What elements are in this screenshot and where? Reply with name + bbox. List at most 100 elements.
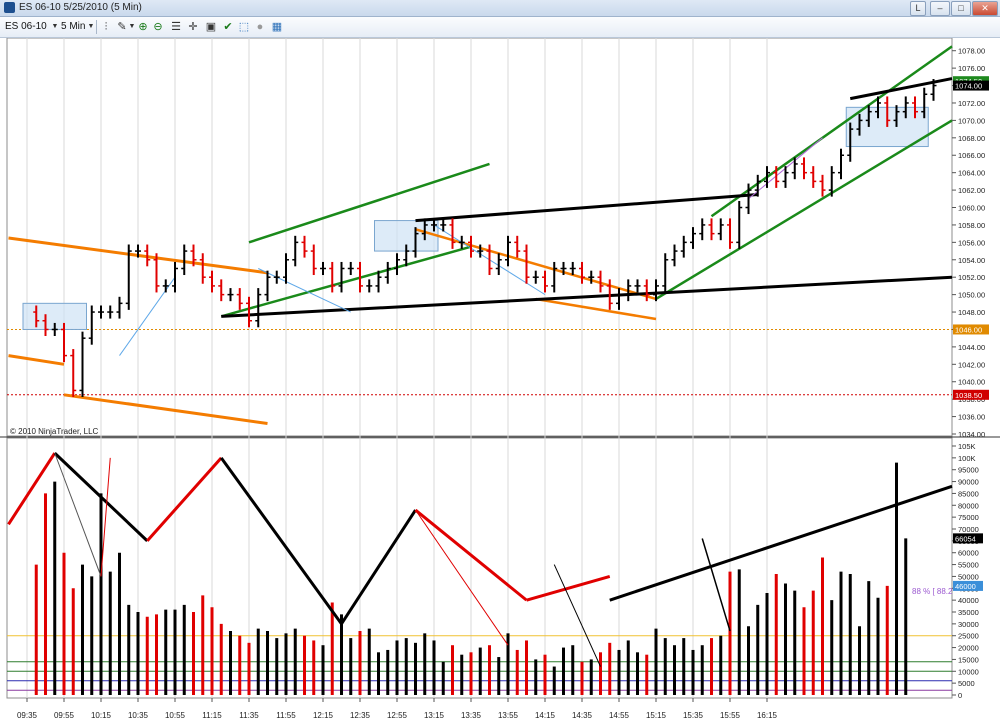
- price-badge-label: 1046.00: [955, 325, 982, 334]
- black-support-line: [221, 275, 953, 318]
- maximize-button[interactable]: □: [951, 1, 971, 16]
- price-axis-label: 1072.00: [958, 99, 985, 108]
- volume-zigzag-line: [414, 508, 528, 602]
- volume-zigzag-line: [100, 457, 111, 577]
- volume-axis-label: 25000: [958, 632, 979, 641]
- interval-selector[interactable]: 5 Min: [61, 21, 86, 32]
- volume-zigzag-line: [609, 484, 953, 602]
- time-axis-label: 13:15: [424, 711, 445, 720]
- volume-axis-label: 105K: [958, 442, 976, 451]
- time-axis-label: 14:35: [572, 711, 593, 720]
- volume-axis-label: 40000: [958, 596, 979, 605]
- time-axis-label: 12:55: [387, 711, 408, 720]
- volume-zigzag-lines[interactable]: [7, 452, 953, 667]
- chart-toolbar: ES 06-10 ▼ 5 Min ▼ ⫶ ✎ ▼ ⊕ ⊖ ☰ ✛ ▣ ✔ ⬚ ●…: [0, 17, 1000, 38]
- volume-zigzag-line: [146, 456, 223, 542]
- time-axis-label: 11:35: [239, 711, 259, 720]
- price-badge: [953, 389, 989, 400]
- window-title: ES 06-10 5/25/2010 (5 Min): [19, 2, 142, 13]
- price-axis-label: 1060.00: [958, 204, 985, 213]
- toolbar-separator: [96, 20, 97, 34]
- volume-zigzag-line: [701, 538, 731, 632]
- volume-zigzag-line: [553, 564, 601, 667]
- price-axis-label: 1058.00: [958, 221, 985, 230]
- price-axis-label: 1044.00: [958, 343, 985, 352]
- time-axis-label: 13:35: [461, 711, 482, 720]
- time-axis-label: 16:15: [757, 711, 778, 720]
- orange-downtrend-line: [415, 228, 657, 301]
- strategy-icon[interactable]: ✔: [223, 21, 233, 33]
- price-axis-label: 1050.00: [958, 291, 985, 300]
- price-axis-label: 1068.00: [958, 134, 985, 143]
- price-badge: [953, 80, 989, 91]
- chevron-down-icon[interactable]: ▼: [51, 23, 59, 30]
- zoom-out-icon[interactable]: ⊖: [153, 21, 163, 33]
- volume-axis-label: 15000: [958, 655, 979, 664]
- close-button[interactable]: ✕: [972, 1, 998, 16]
- copyright-text: © 2010 NinjaTrader, LLC: [10, 427, 99, 436]
- link-button[interactable]: L: [910, 1, 926, 16]
- volume-zigzag-line: [54, 452, 102, 577]
- green-channel-line: [248, 162, 490, 244]
- bar-style-icon[interactable]: ⫶: [104, 21, 108, 33]
- time-axis-label: 15:55: [720, 711, 741, 720]
- time-axis-label: 10:15: [91, 711, 112, 720]
- price-badge-label: 1038.50: [955, 391, 982, 400]
- time-axis-label: 15:35: [683, 711, 704, 720]
- grid-icon[interactable]: ▦: [271, 21, 283, 33]
- time-axis-label: 14:55: [609, 711, 630, 720]
- time-axis-label: 10:35: [128, 711, 149, 720]
- chart-canvas[interactable]: 09:35 09:55 10:15 10:35 10:55 11:15 11:35 11:55…: [0, 38, 1000, 728]
- time-axis-label: 11:15: [202, 711, 222, 720]
- time-axis-label: 12:15: [313, 711, 334, 720]
- time-axis-label: 13:55: [498, 711, 519, 720]
- instrument-selector[interactable]: ES 06-10: [5, 21, 47, 32]
- green-channel-lower: [655, 119, 953, 301]
- orange-downtrend-line: [535, 297, 657, 321]
- volume-zigzag-line: [415, 509, 509, 646]
- volume-axis-label: 30000: [958, 620, 979, 629]
- price-axis-label: 1042.00: [958, 360, 985, 369]
- time-axis-label: 15:15: [646, 711, 667, 720]
- zoom-in-icon[interactable]: ⊕: [138, 21, 148, 33]
- indicator-icon[interactable]: ⬚: [238, 21, 250, 33]
- price-axis-label: 1064.00: [958, 169, 985, 178]
- green-uptrend-line: [220, 245, 472, 318]
- volume-axis-label: 60000: [958, 549, 979, 558]
- volume-zigzag-line: [526, 574, 611, 602]
- volume-badge-label: 46000: [955, 582, 976, 591]
- volume-axis-label: 20000: [958, 644, 979, 653]
- circle-icon[interactable]: ●: [256, 21, 264, 33]
- volume-axis-label: 50000: [958, 572, 979, 581]
- price-axis-label: 1078.00: [958, 47, 985, 56]
- volume-badge: [953, 580, 983, 591]
- price-axis-label: 1076.00: [958, 64, 985, 73]
- price-panel[interactable]: [6, 38, 953, 437]
- price-axis-label: 1036.00: [958, 413, 985, 422]
- volume-badge-label: 66054: [955, 534, 976, 543]
- minimize-button[interactable]: –: [930, 1, 950, 16]
- crosshair-icon[interactable]: ✛: [188, 21, 198, 33]
- price-axis-label: 1052.00: [958, 273, 985, 282]
- time-axis-label: 12:35: [350, 711, 371, 720]
- properties-icon[interactable]: ☰: [171, 21, 181, 33]
- time-axis-label: 11:55: [276, 711, 296, 720]
- volume-axis-label: 55000: [958, 561, 979, 570]
- volume-zigzag-line: [53, 452, 149, 542]
- price-axis-label: 1048.00: [958, 308, 985, 317]
- time-axis-label: 09:35: [17, 711, 38, 720]
- black-trend-line: [415, 192, 758, 223]
- chevron-down-icon[interactable]: ▼: [87, 23, 95, 30]
- volume-axis-label: 100K: [958, 454, 976, 463]
- chevron-down-icon[interactable]: ▼: [128, 23, 136, 30]
- volume-axis-label: 5000: [958, 679, 975, 688]
- indicator-percent-label: 88 % [ 88.2: [912, 587, 953, 596]
- pencil-icon[interactable]: ✎: [117, 21, 127, 33]
- green-channel-upper: [710, 45, 953, 218]
- orange-support-line: [63, 393, 268, 426]
- volume-axis-label: 0: [958, 691, 962, 700]
- time-axis-label: 14:15: [535, 711, 556, 720]
- volume-axis-label: 75000: [958, 513, 979, 522]
- price-axis-label: 1054.00: [958, 256, 985, 265]
- data-box-icon[interactable]: ▣: [205, 21, 217, 33]
